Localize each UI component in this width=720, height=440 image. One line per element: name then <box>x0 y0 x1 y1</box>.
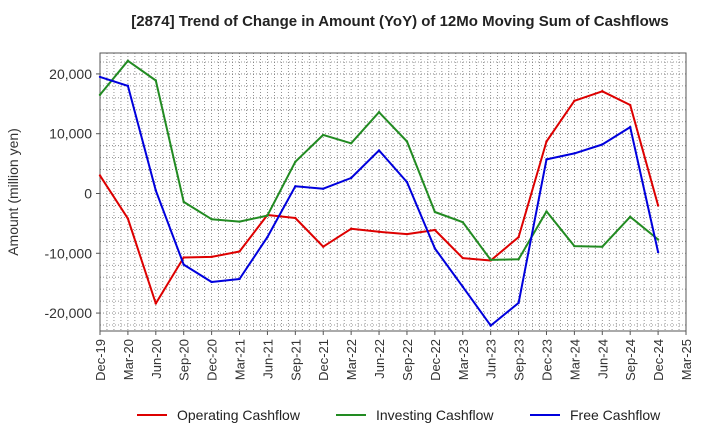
legend-label: Free Cashflow <box>570 407 661 423</box>
data-point <box>405 232 409 236</box>
data-point <box>489 258 492 262</box>
data-point <box>182 256 185 259</box>
x-tick-label: Mar-24 <box>567 339 582 380</box>
data-point <box>601 143 604 146</box>
data-point <box>628 103 632 107</box>
data-point <box>377 110 381 114</box>
data-point <box>294 160 297 164</box>
data-point <box>349 227 353 230</box>
data-point <box>573 244 576 248</box>
x-tick-label: Dec-23 <box>539 339 554 381</box>
data-point <box>126 84 130 88</box>
data-point <box>126 217 130 220</box>
x-tick-label: Jun-20 <box>149 339 164 379</box>
data-point <box>210 255 213 259</box>
x-tick-label: Sep-23 <box>512 339 527 381</box>
y-tick-label: 20,000 <box>49 66 92 82</box>
data-point <box>182 200 185 204</box>
data-point <box>210 218 213 221</box>
x-tick-label: Dec-22 <box>428 339 443 381</box>
data-point <box>545 210 548 213</box>
data-point <box>433 247 437 250</box>
data-point <box>182 263 185 266</box>
data-point <box>601 90 604 93</box>
data-point <box>238 220 241 223</box>
data-point <box>154 189 158 192</box>
data-point <box>433 228 437 232</box>
data-point <box>98 93 102 97</box>
data-point <box>601 245 604 248</box>
legend-label: Operating Cashflow <box>177 407 301 423</box>
data-point <box>294 185 297 188</box>
x-tick-label: Dec-20 <box>205 339 220 381</box>
data-point <box>545 158 548 161</box>
data-point <box>545 140 548 143</box>
x-tick-label: Sep-24 <box>623 339 638 381</box>
legend: Operating Cashflow Investing Cashflow Free… <box>137 407 661 423</box>
x-tick-label: Sep-20 <box>177 339 192 381</box>
data-point <box>377 149 381 152</box>
data-point <box>238 250 241 253</box>
data-point <box>405 140 409 143</box>
data-point <box>322 245 325 248</box>
data-point <box>210 280 213 284</box>
x-tick-label: Dec-24 <box>651 339 666 381</box>
x-tick-label: Sep-22 <box>400 339 415 381</box>
data-point <box>517 301 520 305</box>
data-point <box>628 215 632 219</box>
data-point <box>294 216 297 220</box>
x-tick-label: Mar-25 <box>679 339 694 380</box>
data-point <box>126 59 130 62</box>
x-tick-label: Sep-21 <box>288 339 303 381</box>
data-point <box>656 238 660 241</box>
data-point <box>489 324 492 327</box>
data-point <box>238 277 241 281</box>
x-tick-label: Mar-22 <box>344 339 359 380</box>
x-tick-label: Jun-21 <box>260 339 275 379</box>
x-tick-label: Mar-23 <box>456 339 471 380</box>
data-point <box>656 250 660 254</box>
x-tick-label: Mar-21 <box>233 339 248 380</box>
x-tick-label: Jun-24 <box>595 339 610 379</box>
data-point <box>266 235 269 239</box>
plot-area: 20,000 10,000 0 -10,000 -20,000 Dec-19 Mar-20 J… <box>45 52 694 381</box>
data-point <box>573 99 576 103</box>
y-tick-label: -10,000 <box>45 245 93 261</box>
plot-frame <box>99 52 687 332</box>
data-point <box>461 285 464 288</box>
data-point <box>517 258 520 261</box>
y-tick-label: 0 <box>84 185 92 201</box>
y-tick-label: 10,000 <box>49 126 92 142</box>
x-tick-label: Mar-20 <box>121 339 136 380</box>
data-point <box>573 152 576 155</box>
data-point <box>377 230 381 233</box>
data-point <box>656 204 660 207</box>
data-point <box>98 75 102 79</box>
data-point <box>322 187 325 190</box>
chart-title: [2874] Trend of Change in Amount (YoY) o… <box>131 13 669 30</box>
data-point <box>517 235 520 239</box>
y-tick-label: -20,000 <box>45 305 93 321</box>
data-point <box>98 174 102 177</box>
x-tick-label: Jun-23 <box>484 339 499 379</box>
data-point <box>628 125 632 129</box>
y-axis-label: Amount (million yen) <box>5 128 21 256</box>
legend-label: Investing Cashflow <box>376 407 494 423</box>
x-tick-label: Jun-22 <box>372 339 387 379</box>
data-point <box>154 302 158 305</box>
data-point <box>349 142 353 145</box>
data-point <box>461 220 464 224</box>
data-point <box>405 180 409 184</box>
data-point <box>349 176 353 180</box>
data-point <box>322 133 325 137</box>
data-point <box>154 79 158 82</box>
data-point <box>266 214 269 217</box>
data-point <box>433 210 437 214</box>
x-tick-label: Dec-19 <box>93 339 108 381</box>
data-point <box>461 256 464 260</box>
x-tick-label: Dec-21 <box>316 339 331 381</box>
